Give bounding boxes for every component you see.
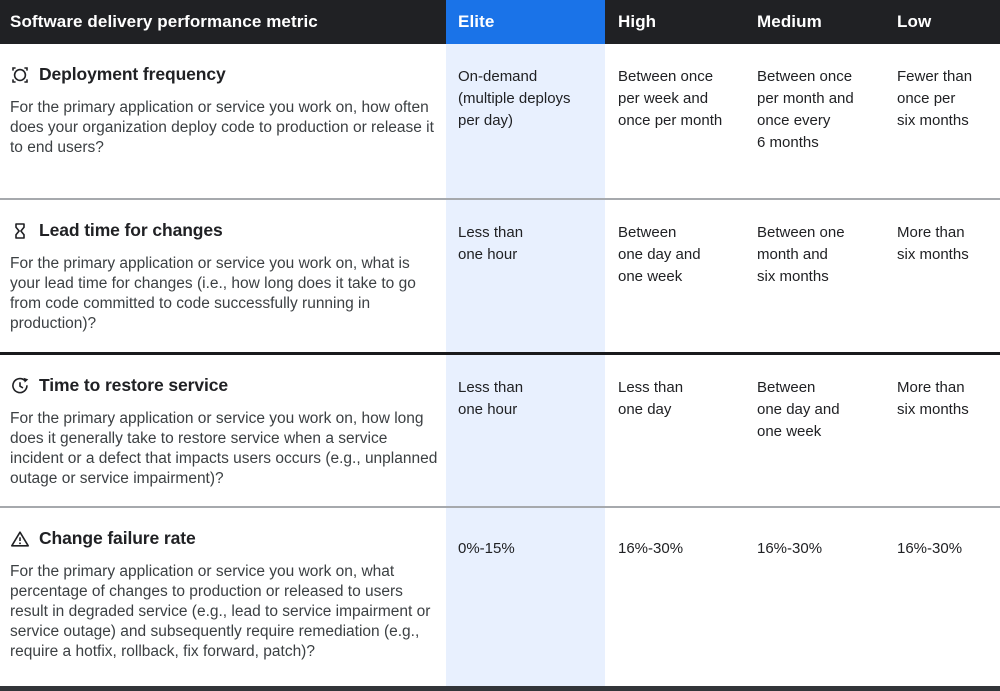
bottom-border-bar (0, 686, 1000, 691)
column-header-elite: Elite (446, 0, 605, 44)
metric-cell: Deployment frequency For the primary app… (0, 44, 446, 198)
metric-description: For the primary application or service y… (10, 255, 416, 332)
metric-title: Change failure rate (10, 528, 438, 549)
column-header-high: High (618, 12, 657, 31)
low-value: More than six months (897, 224, 969, 263)
metric-cell: Change failure rate For the primary appl… (0, 508, 446, 686)
metric-cell: Lead time for changes For the primary ap… (0, 200, 446, 352)
elite-value: Less than one hour (446, 355, 605, 506)
high-value: Less than one day (618, 379, 684, 418)
metric-description: For the primary application or service y… (10, 563, 431, 660)
restore-clock-icon (10, 376, 30, 396)
metric-description: For the primary application or service y… (10, 410, 438, 487)
high-value: Between one day and one week (618, 224, 701, 285)
metric-title: Deployment frequency (10, 64, 438, 85)
metric-name: Time to restore service (39, 375, 229, 395)
deployment-frequency-icon (10, 65, 30, 85)
warning-triangle-icon (10, 529, 30, 549)
low-value: 16%-30% (897, 540, 963, 557)
table-row-deployment-frequency: Deployment frequency For the primary app… (0, 44, 1000, 198)
medium-value: Between one month and six months (757, 224, 845, 285)
table-title: Software delivery performance metric (10, 12, 318, 31)
metric-title: Lead time for changes (10, 220, 438, 241)
metric-name: Lead time for changes (39, 220, 223, 240)
medium-value: Between one day and one week (757, 379, 840, 440)
medium-value: 16%-30% (757, 540, 823, 557)
high-value: 16%-30% (618, 540, 684, 557)
hourglass-icon (10, 221, 30, 241)
low-value: Fewer than once per six months (897, 68, 973, 129)
metric-description: For the primary application or service y… (10, 99, 434, 156)
elite-value: On-demand (multiple deploys per day) (446, 44, 605, 198)
metric-name: Change failure rate (39, 528, 196, 548)
column-header-medium: Medium (757, 12, 822, 31)
table-row-lead-time: Lead time for changes For the primary ap… (0, 198, 1000, 352)
metric-cell: Time to restore service For the primary … (0, 355, 446, 506)
high-value: Between once per week and once per month (618, 68, 723, 129)
low-value: More than six months (897, 379, 969, 418)
table-row-time-to-restore: Time to restore service For the primary … (0, 352, 1000, 506)
metric-title: Time to restore service (10, 375, 438, 396)
table-row-change-failure-rate: Change failure rate For the primary appl… (0, 506, 1000, 686)
table-header-row: Software delivery performance metric Eli… (0, 0, 1000, 44)
column-header-low: Low (897, 12, 932, 31)
elite-value: 0%-15% (446, 508, 605, 686)
metric-name: Deployment frequency (39, 64, 226, 84)
medium-value: Between once per month and once every 6 … (757, 68, 854, 151)
elite-value: Less than one hour (446, 200, 605, 352)
